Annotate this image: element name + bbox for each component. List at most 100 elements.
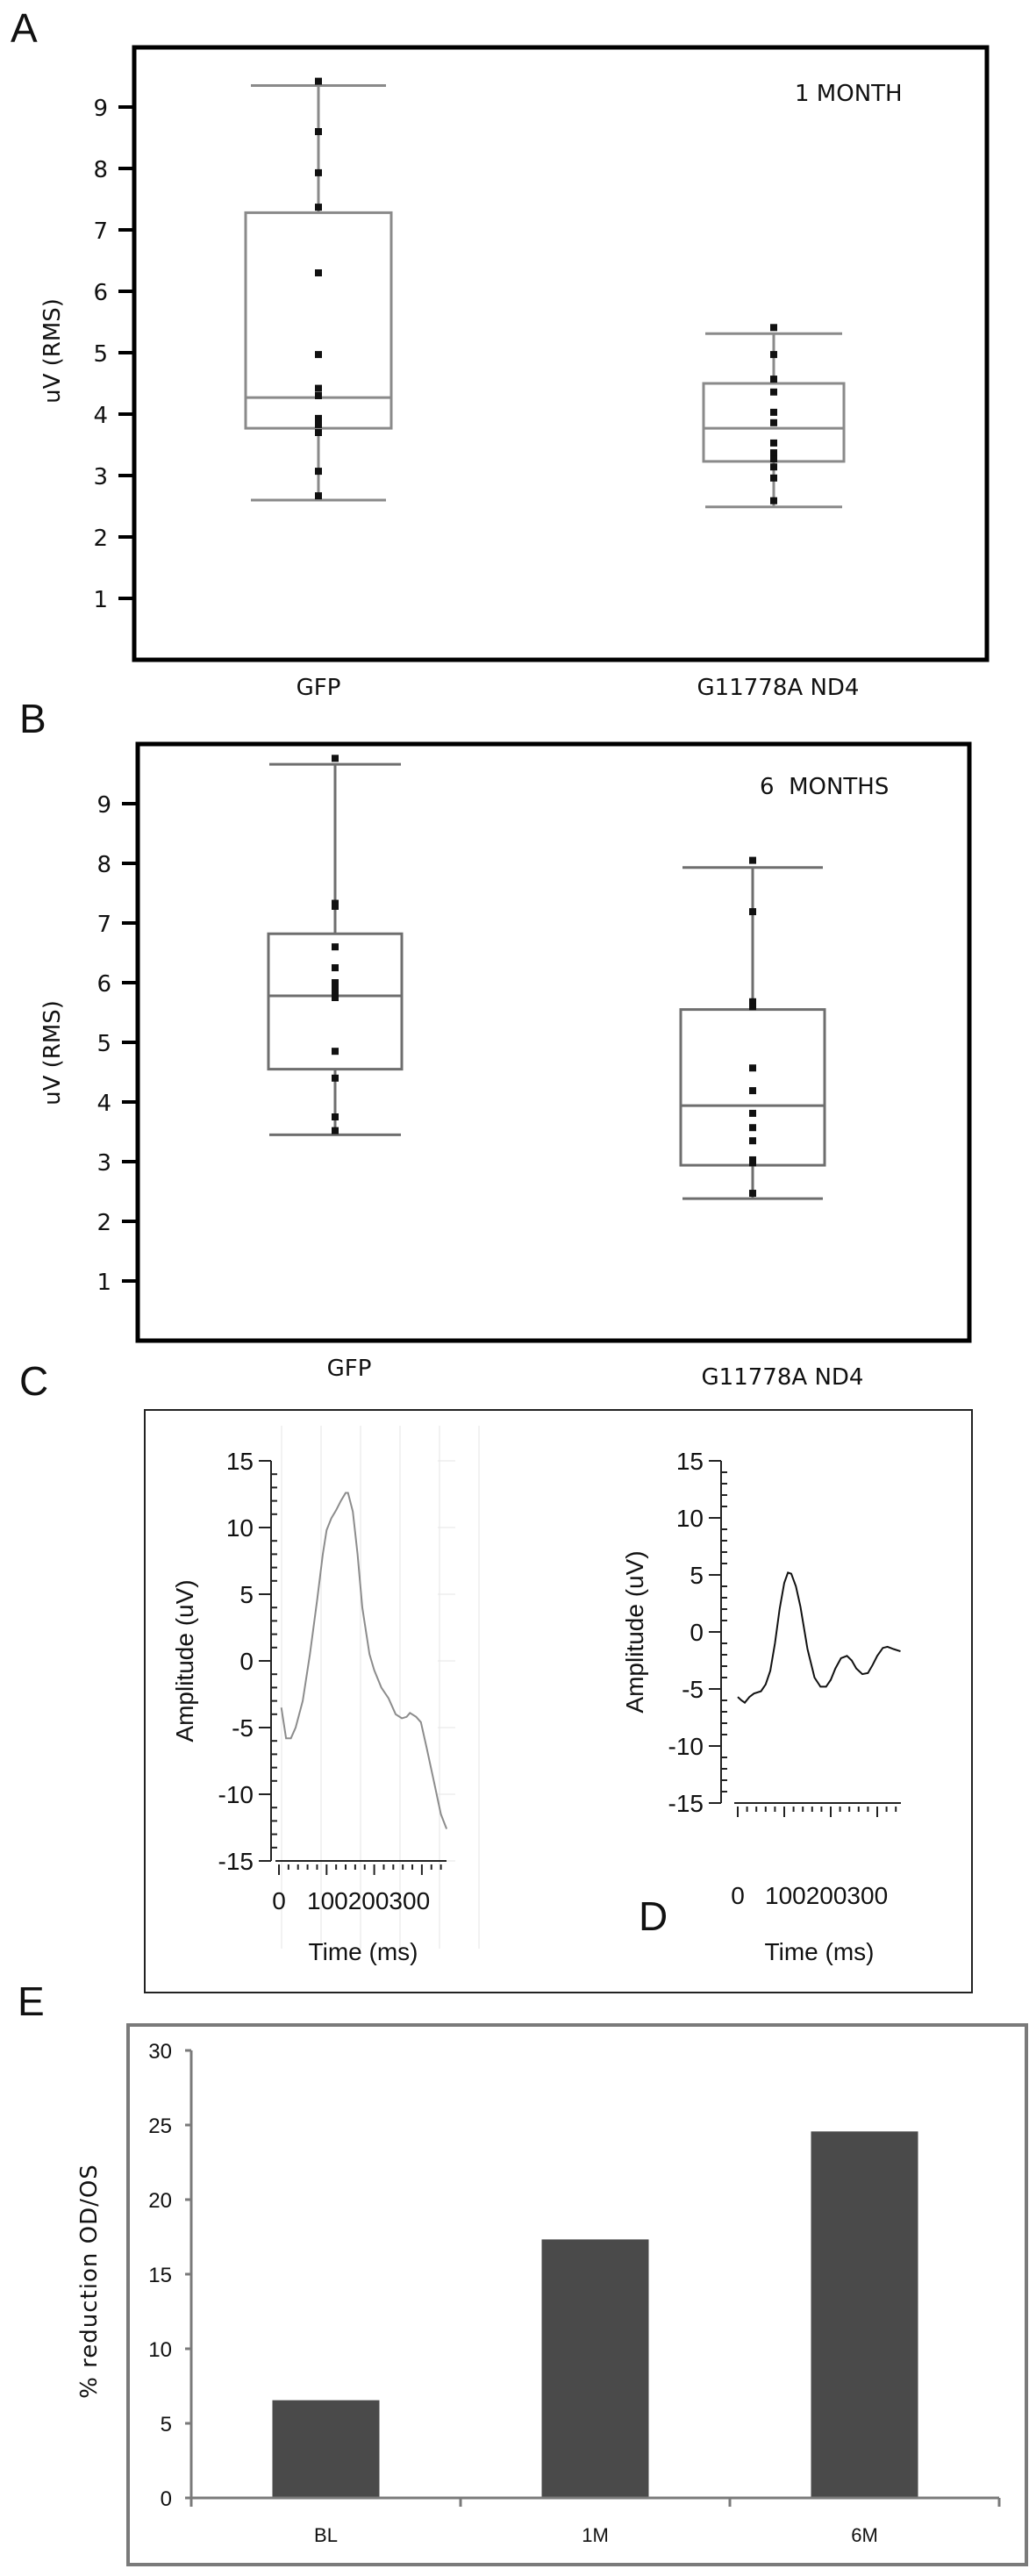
y-tick-label: 7 [93, 218, 108, 245]
y-tick-label: 3 [93, 464, 108, 490]
panel-a-boxes [244, 77, 846, 509]
y-tick-label: 4 [93, 403, 108, 429]
y-tick-label: 6 [96, 971, 111, 998]
data-point [315, 77, 322, 85]
panel-a-category-label: G11778A ND4 [697, 675, 860, 701]
panel-e-barchart: % reduction OD/OS 0 5 10 15 20 25 30 BL 1M 6M [76, 2023, 1028, 2566]
panel-letter-c: C [19, 1358, 48, 1404]
data-point [332, 1113, 339, 1120]
data-point [749, 1124, 756, 1132]
data-point [770, 324, 777, 332]
y-tick-label: 5 [161, 2413, 172, 2436]
data-point [770, 388, 777, 396]
data-point [770, 439, 777, 447]
data-point [332, 1074, 339, 1082]
data-point [749, 1190, 756, 1198]
y-tick-label: 5 [690, 1562, 704, 1589]
data-point [749, 1137, 756, 1145]
data-point [770, 449, 777, 457]
y-tick-label: 0 [239, 1648, 254, 1675]
data-point [332, 943, 339, 951]
panel-a-boxplot: 1 MONTH uV (RMS) GFP G11778A ND4 1 2 3 4 5 6 7… [39, 45, 990, 701]
data-point [749, 1159, 756, 1167]
data-point [315, 204, 322, 211]
y-tick-label: 1 [96, 1270, 111, 1296]
panel-c-x-axis-title: Time (ms) [309, 1938, 418, 1965]
bar-6m [811, 2131, 918, 2498]
y-tick-label: -15 [668, 1790, 704, 1817]
data-point [332, 1127, 339, 1134]
panel-b-category-label: G11778A ND4 [702, 1364, 864, 1391]
panel-d-axes: -15 -10 -5 0 5 10 15 [668, 1448, 901, 1817]
x-category-label: BL [314, 2524, 338, 2546]
data-point [315, 269, 322, 276]
data-point [315, 384, 322, 392]
data-point [332, 994, 339, 1001]
box-gfp [267, 755, 404, 1136]
data-point [749, 1003, 756, 1011]
x-category-label: 1M [582, 2524, 609, 2546]
y-tick-label: 9 [96, 792, 111, 819]
panel-b-category-label: GFP [327, 1356, 372, 1382]
data-point [332, 902, 339, 910]
y-tick-label: 5 [93, 341, 108, 368]
iqr-box [267, 932, 404, 1071]
data-point [315, 420, 322, 428]
data-point [315, 168, 322, 176]
data-point [770, 474, 777, 482]
y-tick-label: 10 [148, 2338, 172, 2362]
iqr-box [244, 211, 393, 430]
data-point [315, 429, 322, 436]
y-tick-label: 6 [93, 280, 108, 306]
panel-a-y-axis-title: uV (RMS) [39, 298, 66, 404]
panel-c-x-tick-label: 100200300 [307, 1887, 430, 1914]
panel-d-waveform [737, 1571, 901, 1704]
y-tick-label: -15 [218, 1848, 254, 1875]
panel-a-category-label: GFP [297, 675, 341, 701]
data-point [749, 908, 756, 916]
panel-c-y-axis-title: Amplitude (uV) [171, 1579, 198, 1742]
y-tick-label: 8 [96, 852, 111, 878]
y-tick-label: 8 [93, 157, 108, 183]
data-point [770, 463, 777, 471]
y-tick-label: 2 [93, 526, 108, 552]
data-point [315, 414, 322, 422]
panel-letter-b: B [19, 696, 46, 741]
x-category-label: 6M [851, 2524, 878, 2546]
data-point [332, 984, 339, 991]
data-point [770, 497, 777, 504]
data-point [315, 392, 322, 399]
panel-c-x-tick-label: 0 [272, 1887, 286, 1914]
panel-e-y-axis-title: % reduction OD/OS [76, 2164, 103, 2399]
panel-cd-frame [144, 1409, 973, 1993]
panel-b-y-ticks: 1 2 3 4 5 6 7 8 9 [96, 792, 138, 1296]
y-tick-label: -5 [682, 1676, 704, 1703]
data-point [315, 468, 322, 476]
y-tick-label: 1 [93, 587, 108, 613]
bar-1m [541, 2239, 649, 2498]
panel-d-x-tick-label: 100200300 [765, 1882, 888, 1909]
y-tick-label: 15 [676, 1448, 704, 1475]
data-point [770, 419, 777, 426]
panel-b-y-axis-title: uV (RMS) [39, 1000, 66, 1106]
y-tick-label: 10 [226, 1514, 254, 1542]
panel-c-axes: -15 -10 -5 0 5 10 15 [218, 1448, 447, 1875]
y-tick-label: 5 [96, 1031, 111, 1057]
panel-c-waveform [280, 1492, 448, 1829]
y-tick-label: 0 [690, 1619, 704, 1646]
data-point [770, 455, 777, 463]
data-point [770, 408, 777, 416]
y-tick-label: -5 [232, 1714, 254, 1742]
box-g11778a-nd4 [702, 324, 846, 509]
panel-a-annotation: 1 MONTH [795, 81, 903, 107]
box-gfp [244, 77, 393, 502]
y-tick-label: 15 [226, 1448, 254, 1475]
panel-e-x-axis: BL 1M 6M [189, 2496, 1001, 2546]
bar-bl [272, 2400, 380, 2498]
panel-e-bars [272, 2131, 918, 2498]
data-point [749, 1109, 756, 1117]
data-point [770, 351, 777, 359]
y-tick-label: 7 [96, 912, 111, 938]
data-point [332, 964, 339, 971]
y-tick-label: 3 [96, 1150, 111, 1177]
